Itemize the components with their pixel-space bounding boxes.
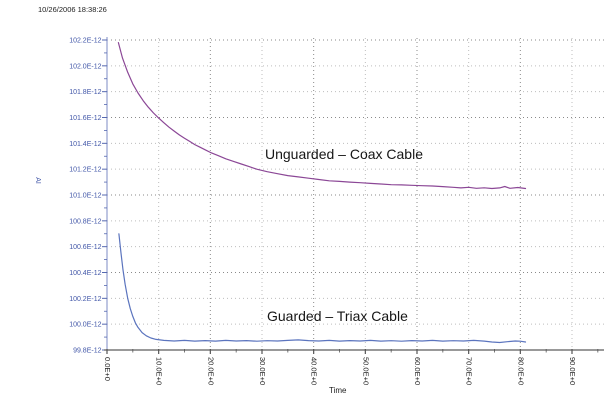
- y-tick-label: 101.4E-12: [69, 141, 101, 148]
- x-tick-label: 80.0E+0: [516, 357, 525, 385]
- x-tick-label: 20.0E+0: [206, 357, 215, 385]
- y-tick-label: 100.4E-12: [69, 270, 101, 277]
- y-tick-label: 99.8E-12: [73, 348, 102, 355]
- y-tick-label: 102.0E-12: [69, 63, 101, 70]
- y-tick-label: 100.0E-12: [69, 322, 101, 329]
- y-tick-label: 102.2E-12: [69, 38, 101, 45]
- guarded-curve-label: Guarded – Triax Cable: [267, 308, 408, 324]
- y-tick-label: 101.0E-12: [69, 193, 101, 200]
- y-tick-label: 101.8E-12: [69, 89, 101, 96]
- y-tick-label: 101.2E-12: [69, 167, 101, 174]
- y-tick-label: 101.6E-12: [69, 115, 101, 122]
- x-tick-label: 70.0E+0: [465, 357, 474, 385]
- x-tick-label: 30.0E+0: [258, 357, 267, 385]
- timestamp: 10/26/2006 18:38:26: [38, 5, 107, 14]
- y-tick-label: 100.8E-12: [69, 218, 101, 225]
- y-tick-label: 100.2E-12: [69, 296, 101, 303]
- x-tick-label: 10.0E+0: [155, 357, 164, 385]
- x-tick-label: 50.0E+0: [361, 357, 370, 385]
- x-tick-label: 90.0E+0: [568, 357, 577, 385]
- series-guarded-triax-cable: [118, 233, 527, 344]
- series-unguarded-coax-cable: [117, 41, 527, 190]
- x-axis-title: Time: [329, 386, 347, 395]
- x-tick-label: 40.0E+0: [310, 357, 319, 385]
- unguarded-curve-label: Unguarded – Coax Cable: [265, 146, 423, 162]
- x-tick-label: 0.0E+0: [103, 357, 112, 381]
- y-axis-title: AI: [33, 177, 41, 184]
- x-tick-label: 60.0E+0: [413, 357, 422, 385]
- y-tick-label: 100.6E-12: [69, 244, 101, 251]
